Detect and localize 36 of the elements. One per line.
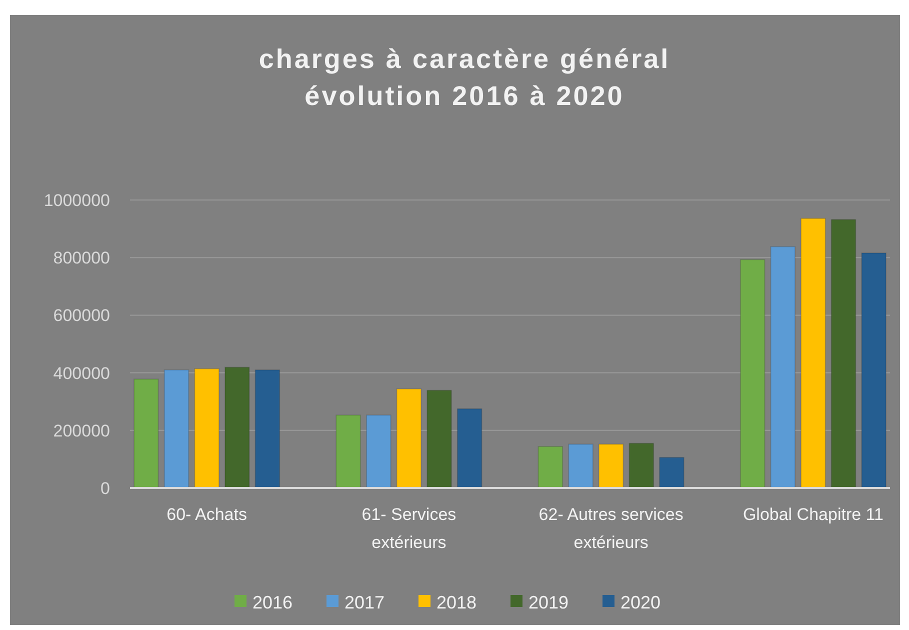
y-tick-label: 200000 [53, 421, 110, 440]
y-tick-label: 800000 [53, 248, 110, 268]
legend-label: 2019 [528, 592, 569, 612]
legend-label: 2017 [344, 592, 385, 612]
bar [770, 246, 796, 488]
bar [659, 456, 684, 488]
bar [164, 369, 190, 488]
legend-label: 2018 [436, 592, 477, 612]
x-tick-label: 60- Achats [166, 505, 247, 524]
bar [224, 366, 250, 488]
bar [134, 378, 159, 488]
bar [598, 444, 624, 488]
y-tick-label: 1000000 [44, 190, 110, 210]
bar [628, 442, 654, 488]
x-tick-label: 62- Autres services extérieurs [538, 505, 684, 552]
bar [194, 368, 220, 488]
bar [800, 218, 826, 488]
bar [861, 252, 886, 488]
bar [538, 446, 564, 488]
y-tick-label: 400000 [53, 364, 110, 383]
legend-label: 2016 [252, 592, 293, 612]
bar [740, 259, 766, 488]
chart-title: charges à caractère général évolution 2016 à 2020 [258, 44, 670, 111]
y-tick-label: 600000 [53, 306, 110, 326]
bar [336, 414, 361, 488]
x-tick-label: 61- Services extérieurs [362, 505, 456, 552]
x-tick-label: Global Chapitre 11 [742, 505, 884, 524]
y-tick-label: 0 [100, 478, 110, 498]
bar [568, 444, 594, 488]
bar [254, 369, 280, 488]
bar [396, 388, 422, 488]
bar [456, 408, 482, 488]
legend-label: 2020 [620, 592, 661, 612]
bar [426, 390, 452, 488]
bar [830, 219, 856, 488]
bar [366, 414, 392, 488]
